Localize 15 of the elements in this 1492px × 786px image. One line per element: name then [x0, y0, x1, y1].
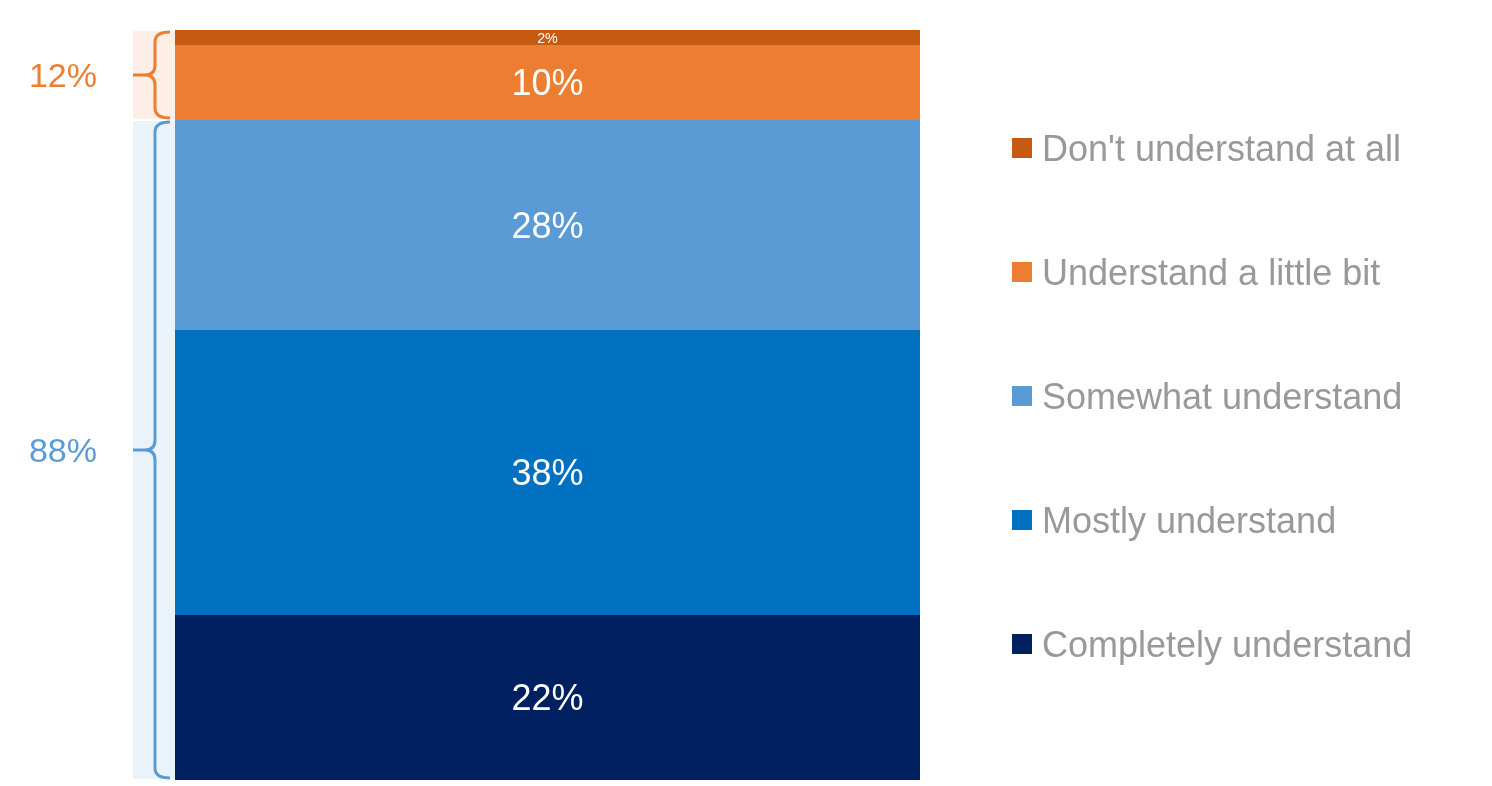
band-label: 12% — [28, 56, 97, 94]
bar — [175, 30, 920, 45]
data-label: 2% — [537, 29, 559, 46]
bar — [175, 615, 920, 780]
legend-label: Don't understand at all — [1042, 127, 1402, 169]
band-label: 88% — [28, 431, 97, 469]
data-label: 38% — [511, 452, 584, 493]
data-label: 22% — [511, 677, 584, 718]
legend-label: Somewhat understand — [1042, 375, 1403, 417]
data-label: 28% — [511, 204, 584, 246]
bar — [175, 120, 920, 330]
data-label: 10% — [511, 62, 584, 103]
legend-label: Understand a little bit — [1042, 251, 1381, 293]
legend-label: Completely understand — [1042, 623, 1413, 665]
legend-label: Mostly understand — [1042, 499, 1337, 541]
